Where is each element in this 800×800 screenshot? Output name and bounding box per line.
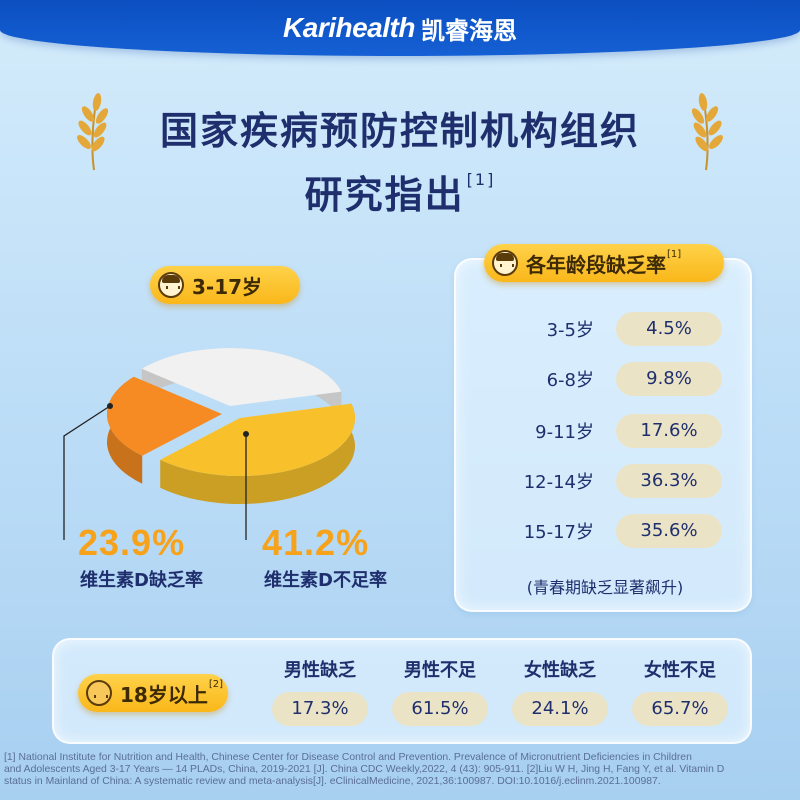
reference-line: status in Mainland of China: A systemati… xyxy=(4,776,661,787)
age-label: 15-17岁 xyxy=(523,522,594,543)
pie-slice xyxy=(106,376,222,456)
title-reference: [1] xyxy=(466,170,496,189)
brand-logo-en: Karihealth xyxy=(283,12,415,43)
age-label: 9-11岁 xyxy=(535,422,594,443)
age-label: 12-14岁 xyxy=(523,472,594,493)
wheat-left-icon xyxy=(77,93,109,171)
page-subtitle-text: 研究指出 xyxy=(304,173,465,217)
leader-dot-deficiency xyxy=(107,403,113,409)
age-panel-note: (青春期缺乏显著飙升) xyxy=(526,578,684,597)
deficiency-percent: 23.9% xyxy=(78,522,186,563)
adult-group-female-deficiency: 女性缺乏 24.1% xyxy=(512,656,608,726)
leader-line-deficiency xyxy=(63,405,111,540)
age-value: 4.5% xyxy=(616,312,722,346)
insufficiency-label: 维生素D不足率 xyxy=(264,570,387,591)
pie-slice xyxy=(160,403,356,476)
age-row: 12-14岁 36.3% xyxy=(456,464,754,498)
age-row: 6-8岁 9.8% xyxy=(456,362,754,396)
age-group-panel: 3-5岁 4.5% 6-8岁 9.8% 9-11岁 17.6% 12-14岁 3… xyxy=(454,258,752,612)
pie-slice xyxy=(141,348,342,406)
age-row: 9-11岁 17.6% xyxy=(456,414,754,448)
adult-group-male-deficiency: 男性缺乏 17.3% xyxy=(272,656,368,726)
group-value: 65.7% xyxy=(632,692,728,726)
brand-logo-cn: 凯睿海恩 xyxy=(420,16,517,45)
pie-chart xyxy=(106,348,356,504)
adult-age-label: 18岁以上[2] xyxy=(120,679,223,708)
adult-age-badge: 18岁以上[2] xyxy=(78,674,228,712)
reference-line: [1] National Institute for Nutrition and… xyxy=(4,752,692,763)
brand-header: Karihealth 凯睿海恩 xyxy=(0,0,800,56)
leader-dot-insufficiency xyxy=(243,431,249,437)
group-value: 61.5% xyxy=(392,692,488,726)
adult-reference: [2] xyxy=(208,678,224,690)
age-panel-title-text: 各年龄段缺乏率 xyxy=(526,252,666,277)
age-label: 3-5岁 xyxy=(546,320,594,341)
leader-lines xyxy=(63,403,249,540)
child-age-label: 3-17岁 xyxy=(192,274,263,299)
adult-group-male-insufficiency: 男性不足 61.5% xyxy=(392,656,488,726)
adult-age-label-text: 18岁以上 xyxy=(120,682,208,707)
references: [1] National Institute for Nutrition and… xyxy=(4,752,796,788)
reference-line: and Adolescents Aged 3-17 Years — 14 PLA… xyxy=(4,764,725,775)
child-face-icon xyxy=(158,272,184,298)
age-row: 15-17岁 35.6% xyxy=(456,514,754,548)
group-head: 男性不足 xyxy=(404,660,476,681)
age-row: 3-5岁 4.5% xyxy=(456,312,754,346)
age-panel-title: 各年龄段缺乏率[1] xyxy=(526,249,681,278)
age-panel-reference: [1] xyxy=(667,248,682,260)
age-value: 36.3% xyxy=(616,464,722,498)
group-head: 女性缺乏 xyxy=(524,660,596,681)
insufficiency-percent: 41.2% xyxy=(262,522,370,563)
group-head: 女性不足 xyxy=(644,660,716,681)
group-head: 男性缺乏 xyxy=(284,660,356,681)
adult-group-female-insufficiency: 女性不足 65.7% xyxy=(632,656,728,726)
adult-panel: 18岁以上[2] 男性缺乏 17.3% 男性不足 61.5% 女性缺乏 24.1… xyxy=(52,638,752,744)
adult-face-icon xyxy=(86,680,112,706)
age-value: 17.6% xyxy=(616,414,722,448)
child-face-icon xyxy=(492,250,518,276)
age-label: 6-8岁 xyxy=(546,370,594,391)
child-age-badge: 3-17岁 xyxy=(150,266,300,304)
page-subtitle: 研究指出 [1] xyxy=(0,164,800,219)
page-title: 国家疾病预防控制机构组织 xyxy=(159,109,640,153)
age-panel-title-badge: 各年龄段缺乏率[1] xyxy=(484,244,724,282)
deficiency-label: 维生素D缺乏率 xyxy=(80,570,203,591)
pie-slice-side xyxy=(160,403,356,504)
age-value: 35.6% xyxy=(616,514,722,548)
group-value: 24.1% xyxy=(512,692,608,726)
group-value: 17.3% xyxy=(272,692,368,726)
age-value: 9.8% xyxy=(616,362,722,396)
wheat-right-icon xyxy=(691,93,723,171)
